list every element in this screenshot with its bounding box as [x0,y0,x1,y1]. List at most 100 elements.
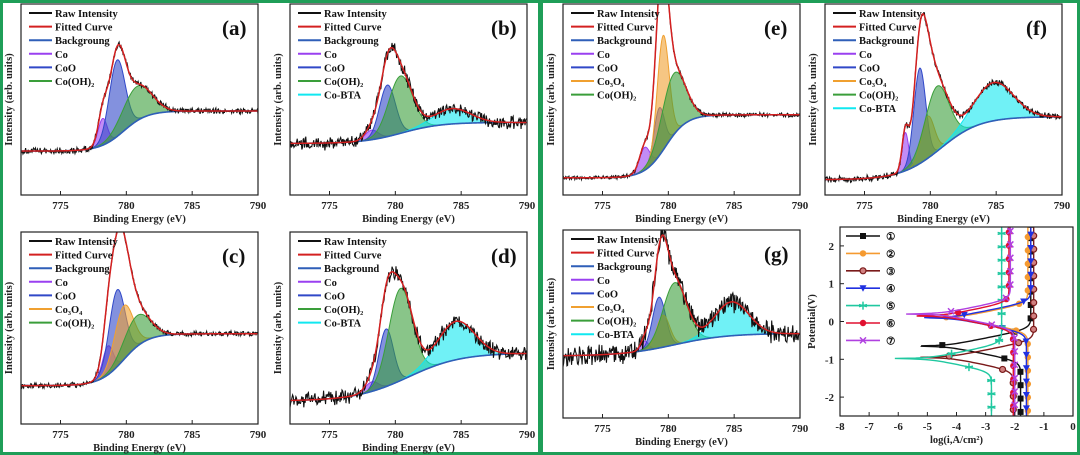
x-tick-label: 790 [519,200,536,212]
curve-marker-cross [988,321,996,329]
curve-marker-ring [1029,325,1038,333]
y-tick-label: 1 [829,279,835,291]
curve-marker-square [1027,315,1034,322]
panel-label: (d) [491,244,517,268]
x-tick-label: 790 [1054,200,1071,212]
legend-label: Co-BTA [324,319,362,330]
x-tick-label: 775 [594,423,611,435]
curve-marker-square [939,342,946,349]
x-tick-label: 785 [988,200,1005,212]
x-tick-label: 785 [726,423,743,435]
x-tick-label: -1 [1039,421,1048,433]
y-tick-label: 0 [829,317,835,329]
panel-f: Raw Intensity Fitted Curve Background Co CoO… [808,3,1071,225]
curve-marker-cross [1006,267,1014,275]
panel-d: Raw Intensity Fitted Curve Background Co CoO… [273,231,536,454]
curve-marker-triangle [1022,378,1030,386]
plot-area [825,12,1062,184]
x-tick-label: 785 [726,200,743,212]
x-tick-label: 785 [453,200,470,212]
y-axis-label: Intensity (arb. units) [273,281,284,374]
legend-label: ② [886,248,896,260]
curve-marker-cross [1006,254,1014,262]
curve-marker-ring [998,365,1007,374]
x-tick-label: 780 [922,200,939,212]
raw-intensity-line [21,40,258,156]
panel-label: (e) [764,16,787,40]
curve-marker-star [994,336,1004,345]
x-tick-label: 780 [387,200,404,212]
curve-marker-square [1017,395,1024,402]
curve-marker-square [1017,368,1024,375]
x-axis-label: Binding Energy (eV) [897,214,990,225]
x-tick-label: 785 [184,429,201,441]
curve-marker-cross [1011,387,1019,396]
curve-marker-triangle [1027,258,1035,265]
legend-label: Raw Intensity [597,9,660,20]
legend-label: Raw Intensity [859,9,922,20]
curve-marker-circle [1025,220,1031,226]
legend-label: Co₃O₄ [597,77,625,88]
x-axis-label: Binding Energy (eV) [635,437,728,448]
curve-marker-triangle [1022,392,1030,399]
panel-b: Raw Intensity Fitted Curve Backgroung Co CoO… [273,3,536,225]
legend-label: ① [886,231,896,243]
curve-marker-cross [1006,240,1014,248]
legend-label: Raw Intensity [324,9,387,20]
legend-label: Raw Intensity [55,237,118,248]
curve-marker-triangle [960,311,968,319]
panel-label: (b) [491,16,517,40]
legend-label: Co [859,50,872,61]
legend-label: Fitted Curve [55,23,113,34]
x-tick-label: 775 [321,429,338,441]
curve-marker-cross [947,307,955,315]
legend-label: CoO [597,63,618,74]
curve-marker-square [1017,408,1024,415]
curve-marker-ring [1030,312,1038,320]
fitted-curve-line [21,232,258,387]
plot-area [290,266,527,408]
y-axis-label: Intensity (arb. units) [808,53,819,146]
curve-marker-star [997,242,1006,251]
plot-area [894,220,1038,416]
fitted-curve-line [825,12,1062,181]
polarization-curve-7 [906,227,1016,416]
plot-frame [562,3,801,196]
legend-label: Backgroung [55,264,110,275]
legend-label: Co₃O₄ [55,305,83,316]
legend-label: Co(OH)₂ [55,319,94,330]
legend-label: CoO [55,291,76,302]
curve-marker-triangle [1022,351,1030,359]
x-tick-label: 785 [184,200,201,212]
legend-label: Fitted Curve [597,249,655,260]
legend-label: Co-BTA [597,330,635,341]
x-tick-label: -3 [981,421,991,433]
x-tick-label: 790 [250,200,267,212]
legend-label: Fitted Curve [859,23,917,34]
panel-a: Raw Intensity Fitted Curve Backgroung Co CoO… [4,3,267,225]
x-tick-label: 0 [1070,421,1076,433]
legend-marker-circle [859,250,867,257]
panel-h: ① ② ③ ④ ⑤ ⑥ ⑦ -2 -1 0 1 2 -8 -7 -6 -5 -4 -3 -2 -1 0 log(i,A/c… [807,220,1076,446]
legend-label: Co [55,278,68,289]
legend-label: CoO [859,63,880,74]
legend-label: CoO [324,291,345,302]
polarization-curve-6 [916,227,1014,416]
panel-label: (f) [1026,16,1047,40]
legend-label: Raw Intensity [55,9,118,20]
curve-marker-cross [1006,281,1014,289]
x-tick-label: 780 [387,429,404,441]
curve-marker-cross [1011,347,1019,355]
x-axis-label: Binding Energy (eV) [362,443,455,454]
legend-label: CoO [55,63,76,74]
y-axis-label: Intensity (arb. units) [546,53,557,146]
raw-intensity-line [290,42,527,151]
plot-area [563,230,800,367]
legend-label: Background [859,36,914,47]
curve-marker-triangle [1022,338,1030,346]
curve-marker-cross [1006,227,1014,235]
legend-label: Fitted Curve [55,251,113,262]
legend-label: ⑦ [886,335,896,347]
curve-marker-star [997,229,1006,238]
x-tick-label: 775 [594,200,611,212]
